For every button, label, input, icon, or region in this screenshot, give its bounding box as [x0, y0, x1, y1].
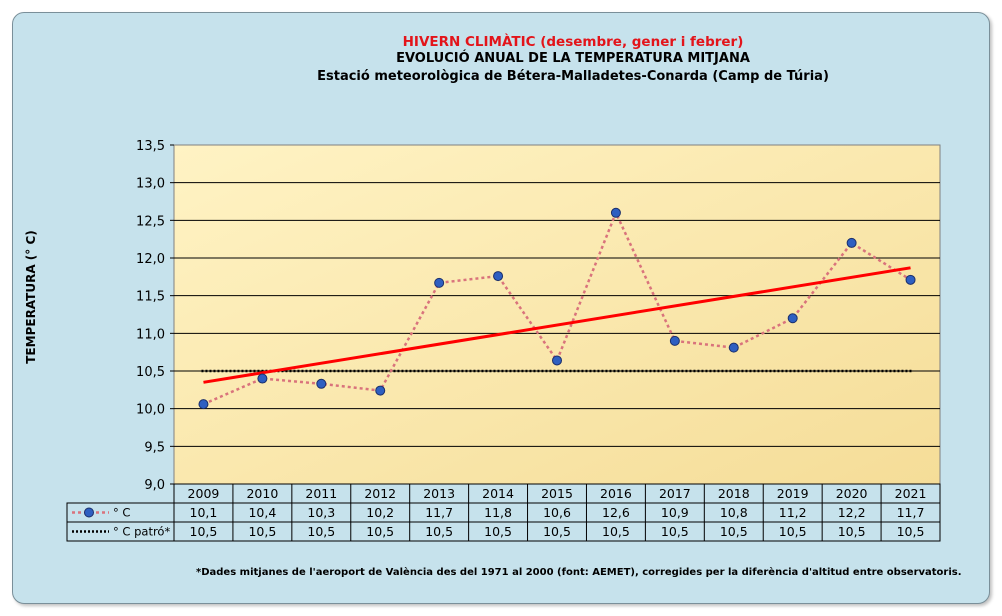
table-data-label: 10,5 [779, 524, 807, 539]
x-category-label: 2011 [305, 486, 337, 501]
plot-area [173, 144, 941, 485]
y-tick-label: 10,0 [136, 403, 165, 418]
table-data-label: 10,8 [720, 505, 748, 520]
x-category-label: 2009 [188, 486, 220, 501]
y-tick-label: 12,5 [136, 214, 165, 229]
x-category-label: 2018 [718, 486, 750, 501]
data-point [846, 237, 857, 248]
y-tick-label: 11,0 [136, 327, 165, 342]
legend-label-temperature: ° C [113, 506, 130, 520]
x-category-label: 2019 [777, 486, 809, 501]
y-tick-label: 9,5 [144, 440, 165, 455]
y-tick-label: 13,5 [136, 139, 165, 154]
table-data-label: 10,5 [897, 524, 925, 539]
table-data-label: 12,2 [838, 505, 866, 520]
table-data-label: 10,6 [543, 505, 571, 520]
table-data-label: 11,7 [425, 505, 453, 520]
x-category-label: 2020 [836, 486, 868, 501]
data-point [493, 271, 504, 282]
x-category-label: 2012 [364, 486, 396, 501]
y-tick-label: 13,0 [136, 177, 165, 192]
table-data-label: 10,5 [307, 524, 335, 539]
table-data-label: 11,2 [779, 505, 807, 520]
chart-title-station: Estació meteorològica de Bétera-Malladet… [317, 69, 829, 84]
y-tick-label: 12,0 [136, 252, 165, 267]
x-category-label: 2021 [895, 486, 927, 501]
table-data-label: 10,5 [838, 524, 866, 539]
data-point [257, 373, 268, 384]
table-data-label: 10,5 [248, 524, 276, 539]
table-data-label: 10,5 [484, 524, 512, 539]
table-data-label: 12,6 [602, 505, 630, 520]
table-data-label: 11,8 [484, 505, 512, 520]
table-data-label: 10,5 [661, 524, 689, 539]
table-data-label: 10,1 [190, 505, 218, 520]
data-point [787, 313, 798, 324]
table-data-label: 10,2 [366, 505, 394, 520]
x-category-label: 2013 [423, 486, 455, 501]
table-data-label: 11,7 [897, 505, 925, 520]
footnote: *Dades mitjanes de l'aeroport de Valènci… [196, 567, 962, 578]
table-data-label: 10,3 [307, 505, 335, 520]
y-tick-label: 9,0 [144, 478, 165, 493]
table-data-label: 10,9 [661, 505, 689, 520]
data-point [198, 399, 209, 410]
table-data-label: 10,4 [248, 505, 276, 520]
table-data-label: 10,5 [366, 524, 394, 539]
data-point [905, 274, 916, 285]
chart-title-main: EVOLUCIÓ ANUAL DE LA TEMPERATURA MITJANA [396, 51, 750, 66]
table-data-label: 10,5 [602, 524, 630, 539]
x-category-label: 2016 [600, 486, 632, 501]
legend-label-reference: ° C patró* [113, 525, 170, 539]
table-data-label: 10,5 [425, 524, 453, 539]
data-point [610, 207, 621, 218]
data-point [552, 355, 562, 366]
y-tick-label: 11,5 [136, 290, 165, 305]
table-data-label: 10,5 [720, 524, 748, 539]
table-data-label: 10,5 [543, 524, 571, 539]
chart-title-season: HIVERN CLIMÀTIC (desembre, gener i febre… [402, 34, 744, 50]
x-category-label: 2015 [541, 486, 573, 501]
x-category-label: 2010 [246, 486, 278, 501]
data-point [669, 335, 680, 346]
data-point [728, 342, 739, 353]
x-category-label: 2014 [482, 486, 514, 501]
trendline [203, 266, 911, 384]
legend-key-temperature-marker [84, 507, 94, 518]
y-tick-label: 10,5 [136, 365, 165, 380]
data-point [316, 378, 327, 389]
table-data-label: 10,5 [190, 524, 218, 539]
data-point [375, 385, 386, 396]
data-point [434, 277, 445, 288]
x-category-label: 2017 [659, 486, 691, 501]
